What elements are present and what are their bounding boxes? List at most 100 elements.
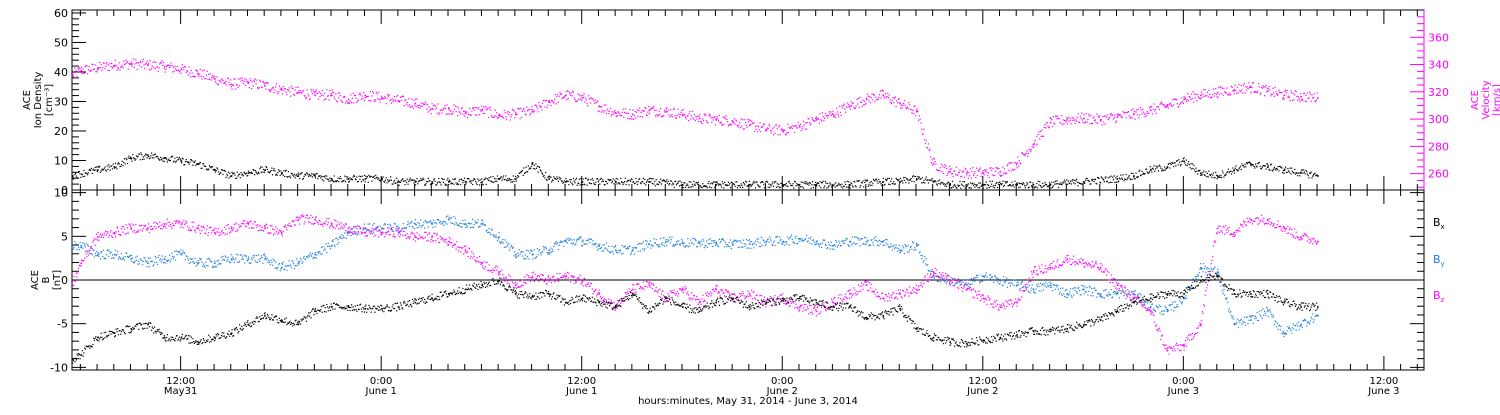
density-sample (1217, 178, 1218, 179)
velocity-sample (861, 102, 862, 103)
density-sample (693, 181, 694, 182)
velocity-point (1300, 96, 1302, 98)
by-sample (770, 238, 771, 239)
by-sample (387, 224, 388, 225)
date-tick-label: June 1 (565, 386, 597, 397)
velocity-sample (380, 102, 381, 103)
density-sample (159, 160, 160, 161)
density-sample (953, 186, 954, 187)
by-sample (761, 237, 762, 238)
by-sample (336, 238, 337, 239)
velocity-sample (1208, 96, 1209, 97)
velocity-sample (538, 111, 539, 112)
density-sample (988, 185, 989, 186)
density-sample (960, 188, 961, 189)
by-sample (275, 261, 276, 262)
velocity-sample (275, 86, 276, 87)
by-sample (486, 230, 487, 231)
velocity-sample (1223, 95, 1224, 96)
date-tick-label: June 3 (1367, 386, 1399, 397)
density-sample (623, 182, 624, 183)
by-sample (650, 248, 651, 249)
velocity-sample (361, 99, 362, 100)
density-sample (1214, 177, 1215, 178)
velocity-sample (1292, 100, 1293, 101)
density-sample (829, 182, 830, 183)
density-sample (729, 183, 730, 184)
velocity-sample (1044, 124, 1045, 125)
velocity-sample (1041, 130, 1042, 131)
density-sample (367, 176, 368, 177)
density-sample (598, 181, 599, 182)
velocity-sample (241, 77, 242, 78)
by-sample (314, 257, 315, 258)
density-tick-label: 60 (54, 7, 68, 20)
density-sample (620, 184, 621, 185)
velocity-sample (526, 114, 527, 115)
density-sample (688, 187, 689, 188)
by-sample (642, 248, 643, 249)
velocity-sample (935, 161, 936, 162)
density-sample (653, 178, 654, 179)
velocity-sample (1273, 93, 1274, 94)
by-sample (742, 247, 743, 248)
by-sample (553, 251, 554, 252)
by-sample (533, 254, 534, 255)
density-sample (1073, 182, 1074, 183)
by-sample (801, 240, 802, 241)
velocity-sample (151, 68, 152, 69)
density-sample (620, 178, 621, 179)
velocity-sample (319, 96, 320, 97)
by-sample (321, 247, 322, 248)
velocity-sample (915, 115, 916, 116)
velocity-point (1117, 116, 1119, 118)
velocity-sample (253, 85, 254, 86)
by-sample (483, 222, 484, 223)
density-sample (1188, 161, 1189, 162)
velocity-sample (1105, 123, 1106, 124)
velocity-sample (147, 64, 148, 65)
velocity-sample (413, 100, 414, 101)
density-sample (368, 182, 369, 183)
velocity-sample (117, 67, 118, 68)
velocity-sample (850, 109, 851, 110)
density-sample (298, 173, 299, 174)
density-sample (569, 179, 570, 180)
by-sample (102, 256, 103, 257)
velocity-sample (195, 76, 196, 77)
velocity-sample (972, 167, 973, 168)
density-sample (441, 184, 442, 185)
density-sample (1017, 184, 1018, 185)
by-sample (350, 235, 351, 236)
velocity-sample (110, 66, 111, 67)
velocity-sample (386, 103, 387, 104)
density-sample (117, 163, 118, 164)
by-sample (119, 257, 120, 258)
velocity-sample (228, 78, 229, 79)
velocity-sample (851, 105, 852, 106)
density-sample (1103, 179, 1104, 180)
velocity-point (816, 119, 818, 121)
by-sample (255, 260, 256, 261)
by-sample (292, 261, 293, 262)
by-sample (514, 251, 515, 252)
velocity-sample (91, 70, 92, 71)
density-sample (1055, 181, 1056, 182)
by-sample (408, 223, 409, 224)
velocity-sample (1219, 94, 1220, 95)
density-sample (180, 160, 181, 161)
density-sample (538, 172, 539, 173)
velocity-sample (956, 167, 957, 168)
by-sample (641, 243, 642, 244)
velocity-sample (597, 100, 598, 101)
velocity-sample (914, 105, 915, 106)
density-sample (846, 186, 847, 187)
velocity-sample (705, 115, 706, 116)
density-sample (272, 174, 273, 175)
by-sample (392, 231, 393, 232)
density-point (465, 181, 467, 183)
velocity-sample (821, 121, 822, 122)
by-sample (213, 266, 214, 267)
by-sample (403, 223, 404, 224)
by-sample (716, 242, 717, 243)
